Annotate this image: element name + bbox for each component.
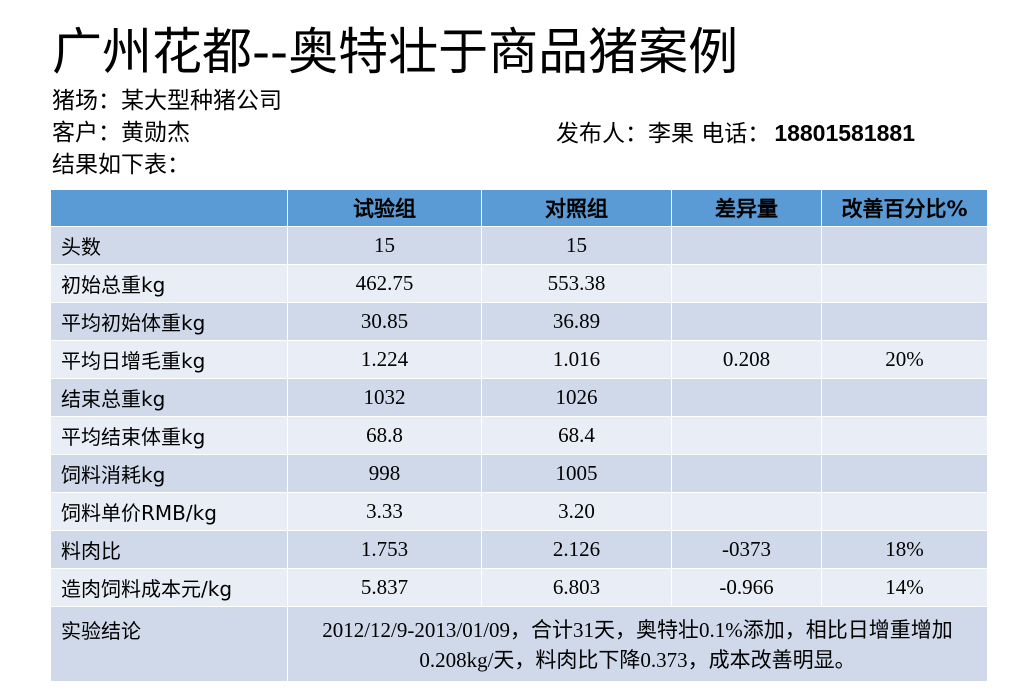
improve-value — [821, 302, 988, 341]
conclusion-text: 2012/12/9-2013/01/09，合计31天，奥特壮0.1%添加，相比日… — [287, 606, 988, 682]
control-value: 553.38 — [481, 264, 672, 303]
table-header-row: 试验组 对照组 差异量 改善百分比% — [50, 189, 988, 227]
row-label: 平均日增毛重kg — [50, 340, 288, 379]
row-label: 头数 — [50, 226, 288, 265]
test-value: 5.837 — [287, 568, 482, 607]
table-row: 饲料消耗kg 998 1005 — [50, 454, 988, 493]
header-control-group: 对照组 — [481, 189, 672, 227]
header-improvement: 改善百分比% — [821, 189, 988, 227]
improve-value: 14% — [821, 568, 988, 607]
improve-value — [821, 378, 988, 417]
test-value: 462.75 — [287, 264, 482, 303]
client-line: 客户：黄勋杰 — [52, 120, 190, 146]
row-label: 饲料单价RMB/kg — [50, 492, 288, 531]
conclusion-row: 实验结论 2012/12/9-2013/01/09，合计31天，奥特壮0.1%添… — [50, 606, 988, 682]
results-table: 试验组 对照组 差异量 改善百分比% 头数 15 15 初始总重kg 462.7… — [50, 189, 988, 682]
table-row: 平均初始体重kg 30.85 36.89 — [50, 302, 988, 341]
test-value: 15 — [287, 226, 482, 265]
page-title: 广州花都--奥特壮于商品猪案例 — [52, 23, 739, 81]
test-value: 68.8 — [287, 416, 482, 455]
improve-value — [821, 454, 988, 493]
improve-value — [821, 226, 988, 265]
table-row: 结束总重kg 1032 1026 — [50, 378, 988, 417]
table-row: 平均结束体重kg 68.8 68.4 — [50, 416, 988, 455]
diff-value: -0373 — [671, 530, 822, 569]
improve-value — [821, 492, 988, 531]
row-label: 造肉饲料成本元/kg — [50, 568, 288, 607]
publisher-line: 发布人：李果 电话： 18801581881 — [556, 118, 915, 149]
row-label: 初始总重kg — [50, 264, 288, 303]
diff-value — [671, 264, 822, 303]
table-row: 料肉比 1.753 2.126 -0373 18% — [50, 530, 988, 569]
improve-value: 20% — [821, 340, 988, 379]
control-value: 1005 — [481, 454, 672, 493]
table-row: 初始总重kg 462.75 553.38 — [50, 264, 988, 303]
table-row: 造肉饲料成本元/kg 5.837 6.803 -0.966 14% — [50, 568, 988, 607]
test-value: 1.753 — [287, 530, 482, 569]
diff-value — [671, 454, 822, 493]
diff-value: -0.966 — [671, 568, 822, 607]
phone-number: 18801581881 — [774, 120, 916, 146]
table-row: 饲料单价RMB/kg 3.33 3.20 — [50, 492, 988, 531]
row-label: 平均结束体重kg — [50, 416, 288, 455]
control-value: 1.016 — [481, 340, 672, 379]
diff-value — [671, 378, 822, 417]
improve-value: 18% — [821, 530, 988, 569]
row-label: 结束总重kg — [50, 378, 288, 417]
improve-value — [821, 264, 988, 303]
diff-value — [671, 226, 822, 265]
result-intro: 结果如下表： — [52, 152, 190, 178]
row-label: 料肉比 — [50, 530, 288, 569]
conclusion-label: 实验结论 — [50, 606, 288, 682]
row-label: 饲料消耗kg — [50, 454, 288, 493]
improve-value — [821, 416, 988, 455]
table-row: 平均日增毛重kg 1.224 1.016 0.208 20% — [50, 340, 988, 379]
row-label: 平均初始体重kg — [50, 302, 288, 341]
test-value: 998 — [287, 454, 482, 493]
header-test-group: 试验组 — [287, 189, 482, 227]
control-value: 2.126 — [481, 530, 672, 569]
control-value: 1026 — [481, 378, 672, 417]
control-value: 6.803 — [481, 568, 672, 607]
test-value: 30.85 — [287, 302, 482, 341]
control-value: 3.20 — [481, 492, 672, 531]
publisher-label: 发布人：李果 电话： — [556, 121, 771, 147]
test-value: 3.33 — [287, 492, 482, 531]
control-value: 15 — [481, 226, 672, 265]
diff-value — [671, 302, 822, 341]
test-value: 1032 — [287, 378, 482, 417]
table-row: 头数 15 15 — [50, 226, 988, 265]
diff-value: 0.208 — [671, 340, 822, 379]
control-value: 68.4 — [481, 416, 672, 455]
diff-value — [671, 492, 822, 531]
header-difference: 差异量 — [671, 189, 822, 227]
diff-value — [671, 416, 822, 455]
header-empty — [50, 189, 288, 227]
control-value: 36.89 — [481, 302, 672, 341]
farm-line: 猪场：某大型种猪公司 — [52, 88, 282, 114]
test-value: 1.224 — [287, 340, 482, 379]
